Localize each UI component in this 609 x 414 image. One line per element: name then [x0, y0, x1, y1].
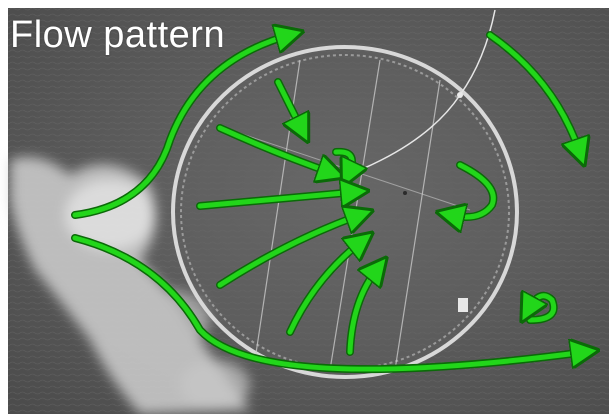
arrow-icon [528, 296, 557, 320]
arrow-icon [275, 79, 302, 130]
arrow-icon [217, 215, 360, 288]
flow-arrows [71, 32, 585, 374]
page-title: Flow pattern [10, 14, 226, 56]
arrow-icon [333, 149, 352, 175]
arrow-icon [487, 32, 580, 153]
arrow-icon [450, 162, 496, 217]
arrow-icon [197, 192, 355, 209]
arrow-icon [72, 235, 585, 372]
arrow-icon [347, 268, 378, 355]
foam-plume [10, 157, 250, 414]
arrow-icon [217, 125, 332, 173]
arrow-icon [72, 35, 290, 218]
arrow-icon [287, 241, 362, 335]
